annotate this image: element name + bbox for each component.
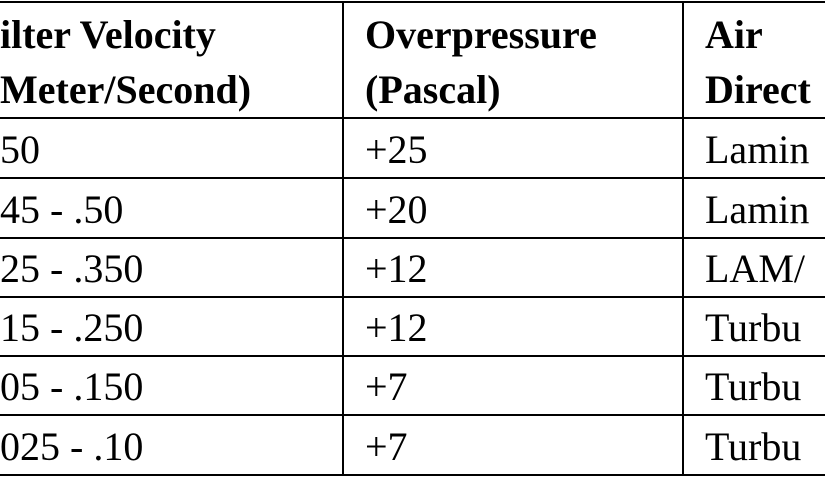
cell-text: 025 - .10 [0, 424, 143, 469]
cell-text: Turbu [705, 424, 801, 469]
cell-text: +7 [365, 364, 408, 409]
cell-text: 15 - .250 [0, 305, 143, 350]
header-text: Air [705, 12, 763, 57]
cell-text: 25 - .350 [0, 246, 143, 291]
header-text: Direct [705, 67, 812, 112]
cell-text: 45 - .50 [0, 187, 123, 232]
cell-text: +12 [365, 246, 428, 291]
cell-text: +20 [365, 187, 428, 232]
cell-text: Turbu [705, 364, 801, 409]
header-text: Meter/Second) [0, 67, 251, 112]
cell-text: Turbu [705, 305, 801, 350]
cell-text: +7 [365, 424, 408, 469]
cell-text: LAM/ [705, 246, 806, 291]
header-text: (Pascal) [365, 67, 501, 112]
header-text: ilter Velocity [0, 12, 216, 57]
cell-text: 05 - .150 [0, 364, 143, 409]
header-text: Overpressure [365, 12, 597, 57]
cell-text: +12 [365, 305, 428, 350]
cell-text: +25 [365, 127, 428, 172]
cell-text: Lamin [705, 187, 809, 232]
cell-text: 50 [0, 127, 40, 172]
cell-text: Lamin [705, 127, 809, 172]
